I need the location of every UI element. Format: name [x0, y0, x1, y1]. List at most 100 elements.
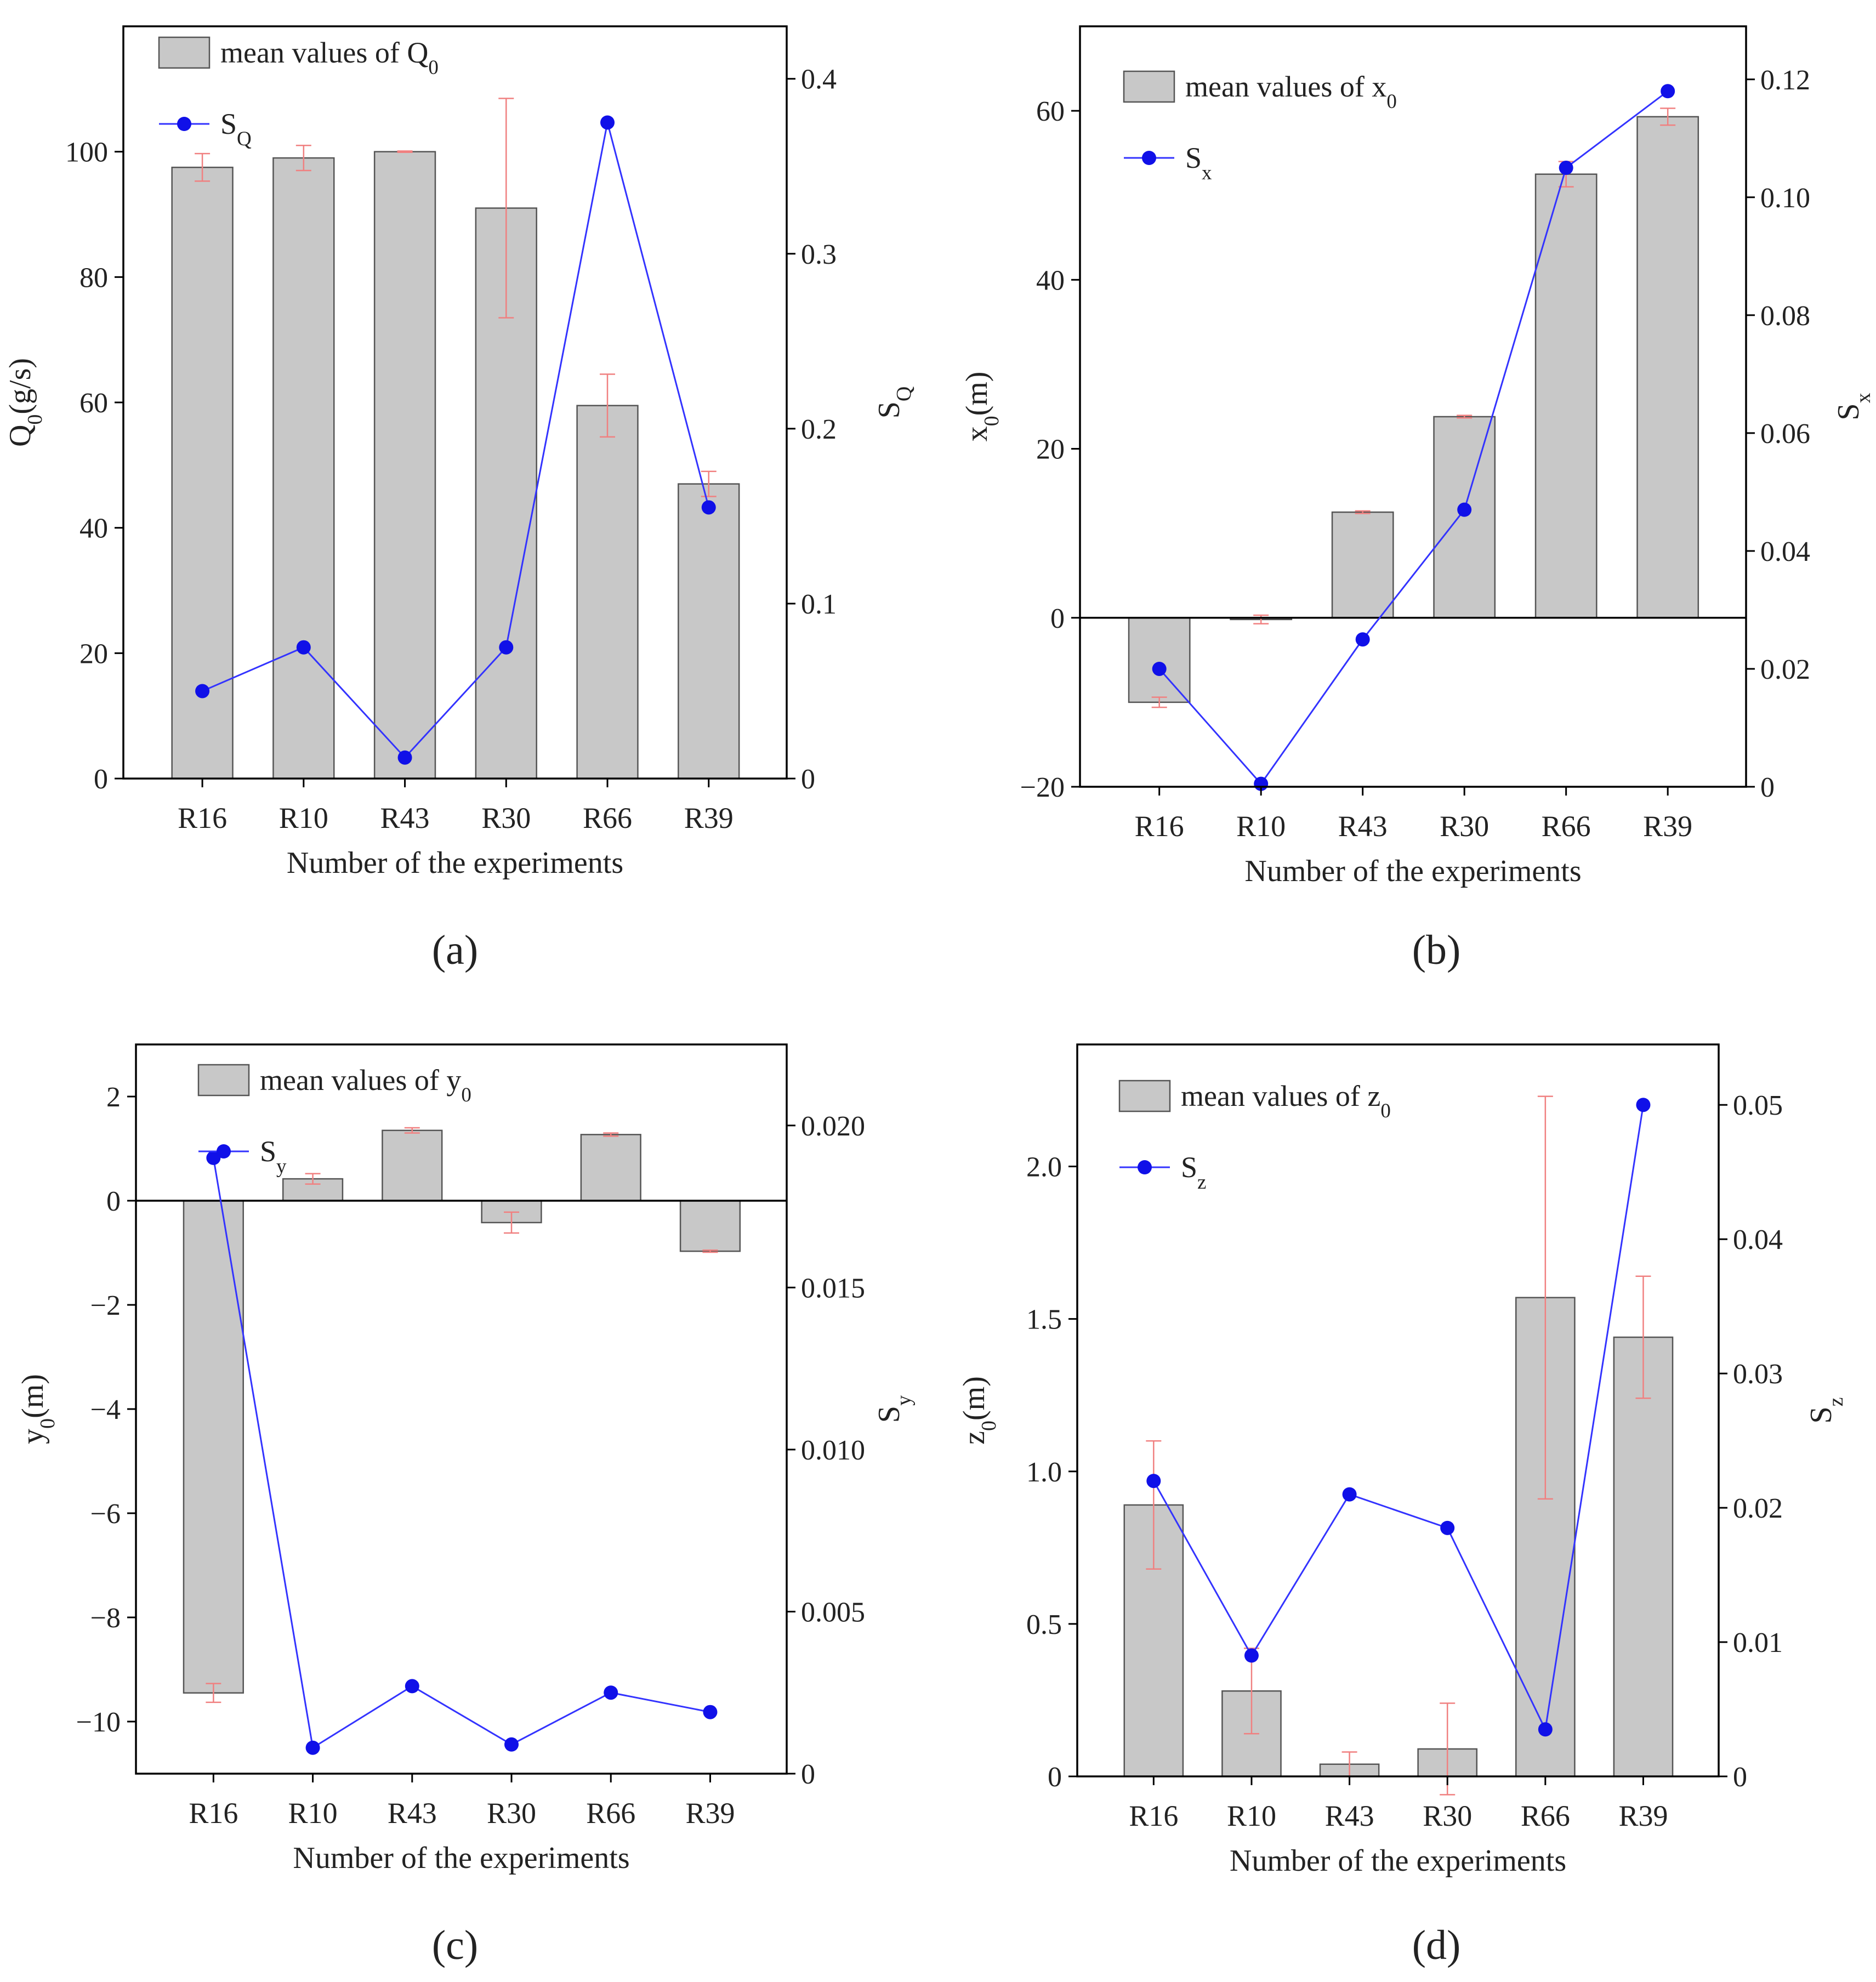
x-tick-label-R66: R66 [1542, 810, 1591, 843]
y-axis-label: z0(m) [957, 1376, 1000, 1445]
y-tick-label: −4 [90, 1394, 121, 1426]
series-point-R39 [1661, 84, 1675, 99]
y2-tick-label: 0.4 [801, 64, 837, 95]
x-axis-label: Number of the experiments [1244, 854, 1581, 888]
series-point-R10 [296, 640, 311, 655]
legend-bar-label: mean values of z0 [1181, 1080, 1391, 1122]
legend-bar-label: mean values of x0 [1185, 70, 1397, 113]
y2-tick-label: 0.005 [801, 1597, 865, 1628]
legend-line-marker [217, 1144, 231, 1158]
chart-a: 0 20 40 60 80 100 0 0.1 0.2 0.3 0.4 R16 R10 R43 R30 R66… [3, 25, 916, 880]
y-tick-label: 40 [79, 513, 108, 544]
y-tick-label: −6 [90, 1498, 121, 1530]
series-point-R43 [1342, 1487, 1357, 1502]
series-point-R66 [1538, 1722, 1553, 1737]
x-tick-label-R30: R30 [481, 802, 531, 834]
x-tick-label-R16: R16 [1129, 1799, 1178, 1832]
x-tick-label-R43: R43 [388, 1797, 437, 1830]
series-point-R43 [405, 1679, 419, 1694]
x-tick-label-R66: R66 [586, 1797, 635, 1830]
series-point-R66 [604, 1685, 618, 1700]
series-point-R10 [1244, 1648, 1259, 1663]
series-point-R30 [499, 640, 514, 655]
x-tick-label-R30: R30 [1423, 1799, 1472, 1832]
y2-tick-label: 0.02 [1760, 654, 1810, 685]
y2-axis-label: Sz [1804, 1397, 1847, 1423]
bar-R39 [1636, 116, 1699, 619]
x-tick-label-R39: R39 [1618, 1799, 1668, 1832]
y2-tick-label: 0.04 [1760, 536, 1810, 567]
y-tick-label: 20 [1036, 434, 1065, 465]
x-tick-label-R39: R39 [685, 1797, 735, 1830]
y2-tick-label: 0.06 [1760, 418, 1810, 450]
bar-R30 [1433, 416, 1496, 619]
legend-line-marker [1142, 151, 1156, 165]
y-tick-label: 1.0 [1026, 1457, 1062, 1488]
y2-tick-label: 0 [801, 1759, 815, 1790]
y2-tick-label: 0.2 [801, 414, 837, 445]
x-tick-label-R66: R66 [583, 802, 632, 834]
x-tick-label-R39: R39 [684, 802, 734, 834]
panel-label-b: (b) [1412, 927, 1461, 973]
chart-d: 0 0.5 1.0 1.5 2.0 0 0.01 0.02 0.03 0.04 0.05 R16 R10… [957, 1043, 1847, 1878]
y-tick-label: 1.5 [1026, 1304, 1062, 1336]
x-tick-label-R10: R10 [1236, 810, 1286, 843]
legend-line-label: Sz [1181, 1151, 1206, 1194]
bar-R39 [1613, 1336, 1674, 1777]
series-point-R16 [206, 1150, 221, 1165]
y-axis-label: x0(m) [960, 372, 1003, 442]
series-point-R39 [1636, 1098, 1651, 1112]
y-tick-label: 0 [94, 764, 108, 795]
y-tick-label: 40 [1036, 265, 1065, 296]
bar-R43 [382, 1129, 443, 1202]
bar-R66 [576, 405, 639, 780]
y-tick-label: −10 [76, 1707, 121, 1738]
legend-line-marker [1138, 1160, 1152, 1174]
x-axis-label: Number of the experiments [1230, 1844, 1566, 1878]
y2-tick-label: 0 [1733, 1762, 1747, 1793]
series-line-Sy [212, 1157, 710, 1750]
y-tick-label: 100 [65, 137, 108, 168]
series-point-R30 [504, 1737, 519, 1752]
series-point-R16 [195, 684, 210, 698]
y-tick-label: 0 [1050, 603, 1065, 634]
y-tick-label: −20 [1020, 772, 1065, 803]
plot-frame [1079, 25, 1747, 788]
y-tick-label: 20 [79, 638, 108, 669]
legend-bar-label: mean values of y0 [260, 1064, 471, 1106]
x-axis-label: Number of the experiments [293, 1841, 629, 1875]
x-axis-label: Number of the experiments [287, 846, 623, 880]
bar-R10 [272, 157, 335, 780]
bar-R39 [679, 1200, 741, 1252]
series-line-SQ [202, 122, 710, 759]
x-tick-label-R10: R10 [1227, 1799, 1276, 1832]
legend-line-label: Sy [260, 1135, 287, 1178]
series-point-R30 [1440, 1520, 1455, 1535]
y-axis-label: Q0(g/s) [3, 358, 47, 447]
y-tick-label: 60 [79, 388, 108, 419]
legend-bar-label: mean values of Q0 [220, 36, 439, 79]
bar-R16 [1128, 617, 1191, 703]
y2-tick-label: 0.1 [801, 589, 837, 620]
chart-b: −20 0 20 40 60 0 0.02 0.04 0.06 0.08 0.10 0.12 R16 R1… [960, 25, 1875, 888]
x-tick-label-R39: R39 [1643, 810, 1692, 843]
legend-bar-swatch [1123, 70, 1175, 103]
x-tick-label-R43: R43 [1325, 1799, 1374, 1832]
x-tick-label-R30: R30 [487, 1797, 536, 1830]
series-point-R43 [397, 750, 412, 765]
y2-tick-label: 0.3 [801, 239, 837, 270]
legend-line-marker [177, 117, 191, 131]
panel-label-d: (d) [1412, 1922, 1461, 1968]
series-line-Sz [1153, 1104, 1644, 1733]
x-tick-label-R66: R66 [1521, 1799, 1570, 1832]
panel-label-a: (a) [431, 927, 479, 973]
legend-line-label: SQ [220, 107, 252, 150]
y2-tick-label: 0.015 [801, 1273, 865, 1304]
series-point-R16 [1146, 1474, 1161, 1489]
x-tick-label-R16: R16 [189, 1797, 238, 1830]
y2-tick-label: 0.12 [1760, 65, 1810, 96]
y-tick-label: 2.0 [1026, 1152, 1062, 1183]
series-point-R30 [1457, 502, 1472, 517]
bar-R43 [1331, 511, 1394, 619]
